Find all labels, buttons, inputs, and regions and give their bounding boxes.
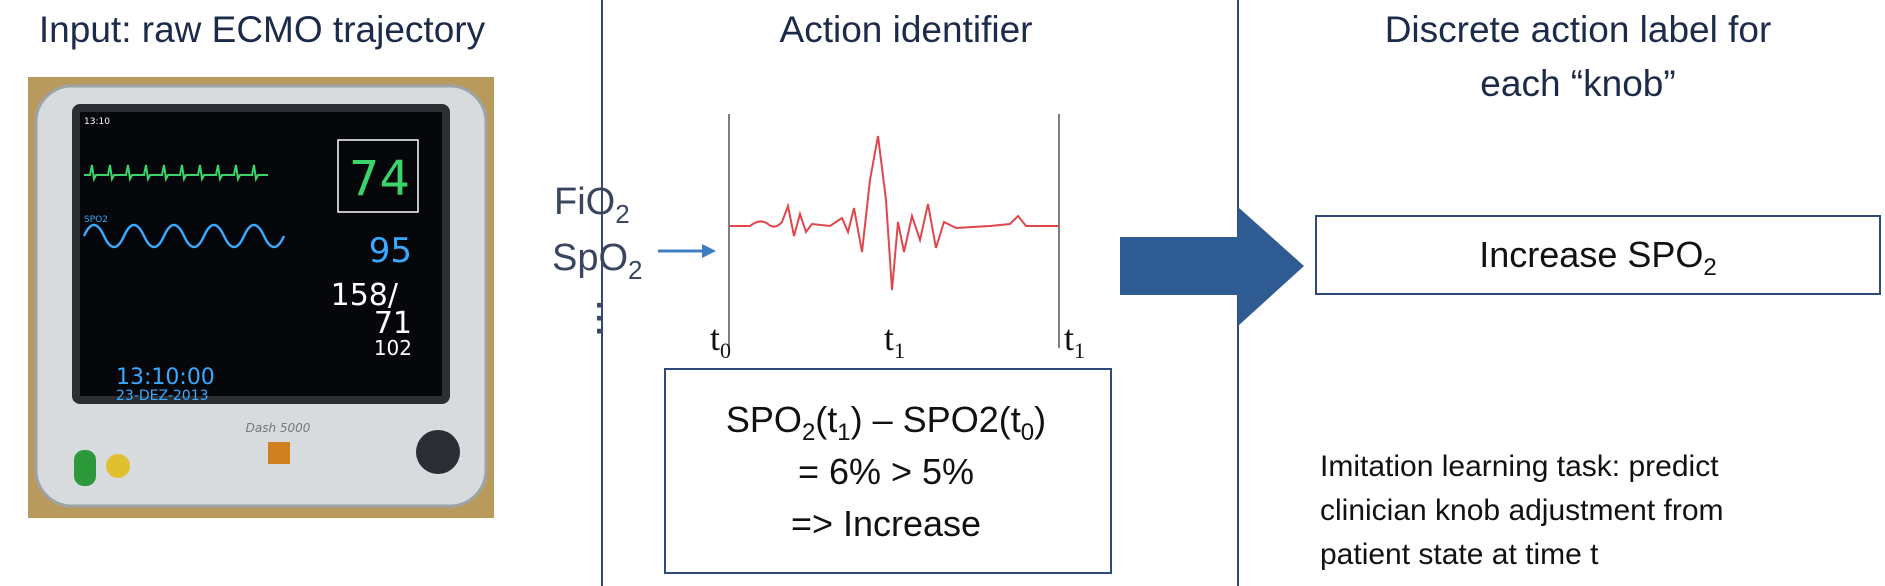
monitor: 13:10 SPO2 74 95 158/ 71 102 13:10:00 23… — [28, 77, 494, 518]
output-title: each “knob” — [1480, 63, 1675, 104]
input-title: Input: raw ECMO trajectory — [39, 9, 486, 50]
rule-line: => Increase — [791, 503, 981, 544]
rule-box — [664, 368, 1112, 574]
monitor-bp: 158/ — [331, 278, 399, 313]
output-title: Discrete action label for — [1385, 9, 1772, 50]
monitor-time: 13:10 — [84, 117, 110, 127]
ecg-wave — [84, 164, 268, 183]
note-line: Imitation learning task: predict — [1320, 450, 1719, 483]
note-line: patient state at time t — [1320, 538, 1599, 571]
rule-line: SPO2(t1) – SPO2(t0) — [726, 399, 1046, 446]
input-spo2: SpO2 — [552, 237, 643, 285]
note-line: clinician knob adjustment from — [1320, 494, 1724, 527]
output-arrow — [1120, 207, 1304, 326]
monitor-clock: 13:10:00 — [116, 365, 215, 390]
t0-label: t0 — [710, 318, 731, 363]
monitor-label: SPO2 — [84, 215, 108, 225]
action-label: Increase SPO2 — [1479, 234, 1716, 281]
rule-line: = 6% > 5% — [798, 451, 974, 492]
monitor-date: 23-DEZ-2013 — [116, 388, 209, 404]
input-fio2: FiO2 — [554, 181, 630, 229]
t1-label: t1 — [884, 318, 905, 363]
more-inputs: ⋮ — [580, 297, 618, 339]
monitor-bp: 102 — [374, 336, 412, 360]
input-arrow-head — [702, 244, 716, 258]
monitor-model: Dash 5000 — [246, 421, 311, 435]
monitor-bp: 71 — [374, 306, 412, 341]
label-box — [1315, 215, 1881, 295]
t1-label: t1 — [1064, 318, 1085, 363]
signal-trace — [729, 135, 1059, 291]
identifier-title: Action identifier — [780, 9, 1033, 50]
monitor-hr: 74 — [349, 151, 410, 207]
monitor-spo2: 95 — [369, 231, 412, 271]
pleth-wave — [82, 223, 286, 249]
